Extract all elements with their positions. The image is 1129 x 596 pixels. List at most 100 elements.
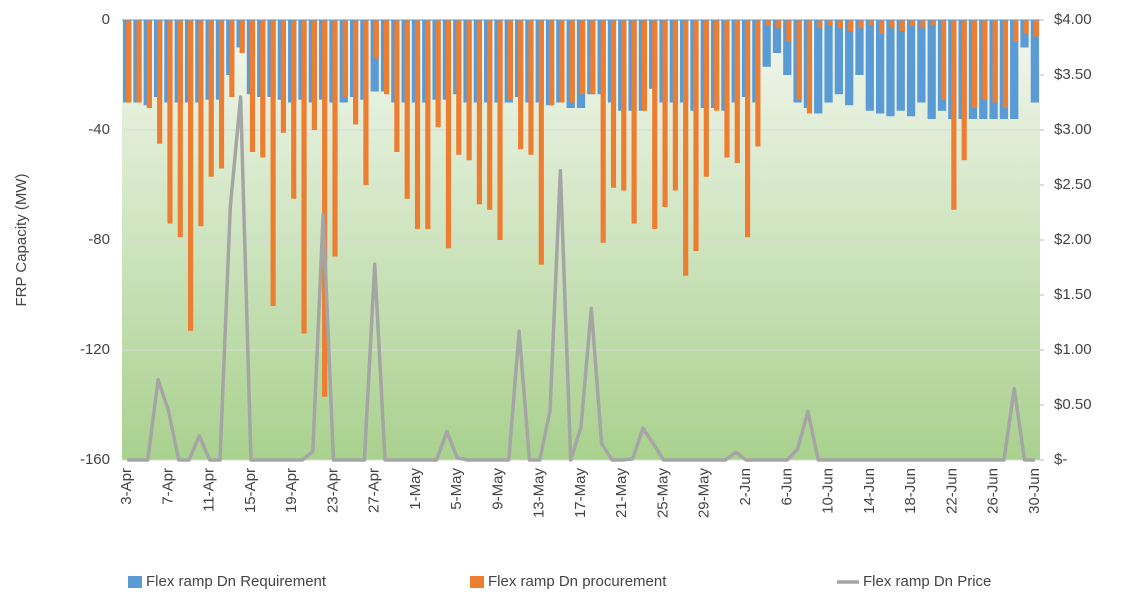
bar — [311, 20, 317, 130]
bar — [538, 20, 544, 265]
x-tick-label: 14-Jun — [861, 468, 878, 514]
y-tick-label: -160 — [80, 451, 110, 468]
bar — [814, 20, 823, 114]
bar — [772, 20, 782, 53]
x-tick-label: 1-May — [407, 468, 424, 510]
x-tick-label: 27-Apr — [366, 468, 383, 513]
bar — [353, 20, 359, 125]
bar — [322, 20, 328, 397]
bar — [579, 20, 586, 95]
legend-swatch — [470, 576, 484, 588]
bar — [1023, 20, 1029, 34]
x-tick-label: 5-May — [448, 468, 465, 510]
bar — [775, 20, 782, 29]
bar — [456, 20, 462, 155]
bar — [917, 20, 926, 103]
bar — [239, 20, 245, 53]
bar — [198, 20, 204, 227]
bar — [865, 20, 874, 111]
bar — [724, 20, 730, 158]
bar — [982, 20, 988, 100]
bar — [786, 20, 792, 42]
bar — [342, 20, 348, 97]
y2-tick-label: $2.00 — [1054, 231, 1092, 248]
bar — [1030, 20, 1039, 103]
bar — [734, 20, 740, 163]
bar — [858, 20, 864, 29]
bar — [837, 20, 843, 29]
x-tick-label: 30-Jun — [1026, 468, 1043, 514]
bar — [549, 20, 555, 106]
bar — [600, 20, 606, 243]
x-tick-label: 19-Apr — [283, 468, 300, 513]
bar — [466, 20, 472, 161]
bar — [218, 20, 225, 169]
bar — [146, 20, 152, 108]
bar — [783, 20, 792, 75]
x-tick-label: 2-Jun — [737, 468, 754, 506]
bar — [404, 20, 410, 199]
x-tick-label: 10-Jun — [820, 468, 837, 514]
bar — [208, 20, 214, 177]
bar — [845, 20, 854, 106]
bar — [875, 20, 885, 114]
bar — [762, 20, 771, 67]
legend-label: Flex ramp Dn Price — [863, 573, 991, 590]
y2-tick-label: $4.00 — [1054, 11, 1092, 28]
bar — [425, 20, 431, 229]
bar — [136, 20, 142, 103]
bar — [652, 20, 658, 229]
x-tick-label: 29-May — [696, 468, 713, 519]
bar — [961, 20, 967, 161]
bar — [188, 20, 194, 331]
bar — [930, 20, 936, 26]
bar — [610, 20, 617, 188]
bar — [855, 20, 864, 75]
bar — [868, 20, 874, 26]
x-tick-label: 22-Jun — [943, 468, 960, 514]
bar — [260, 20, 266, 158]
y2-tick-label: $1.50 — [1054, 286, 1092, 303]
y-tick-label: -120 — [80, 341, 110, 358]
bar — [363, 20, 369, 185]
bar — [1033, 20, 1039, 37]
bar — [126, 20, 132, 103]
bar — [1010, 20, 1019, 119]
bar — [879, 20, 885, 34]
bar — [631, 20, 637, 224]
x-tick-label: 18-Jun — [902, 468, 919, 514]
bar — [683, 20, 689, 276]
bar — [621, 20, 627, 191]
bar — [497, 20, 503, 240]
bar — [507, 20, 513, 100]
bar — [906, 20, 916, 117]
bar — [641, 20, 648, 111]
legend-label: Flex ramp Dn procurement — [488, 573, 667, 590]
bar — [373, 20, 379, 59]
bar — [889, 20, 895, 29]
bar — [971, 20, 978, 108]
y2-tick-label: $2.50 — [1054, 176, 1092, 193]
bar — [765, 20, 771, 26]
y2-tick-label: $3.00 — [1054, 121, 1092, 138]
bar — [291, 20, 297, 199]
y-tick-label: -40 — [88, 121, 110, 138]
bar — [834, 20, 843, 95]
bar — [157, 20, 163, 144]
bar — [229, 20, 235, 97]
bar — [703, 20, 709, 177]
x-tick-label: 25-May — [654, 468, 671, 519]
x-tick-label: 26-Jun — [985, 468, 1002, 514]
bar — [940, 20, 947, 100]
bar — [167, 20, 173, 224]
bar — [249, 20, 256, 152]
bar — [910, 20, 916, 26]
bar — [1013, 20, 1019, 42]
bar — [332, 20, 338, 257]
bar — [569, 20, 575, 103]
x-tick-label: 13-May — [531, 468, 548, 519]
bar — [487, 20, 493, 210]
bar — [896, 20, 905, 111]
bar — [824, 20, 833, 103]
